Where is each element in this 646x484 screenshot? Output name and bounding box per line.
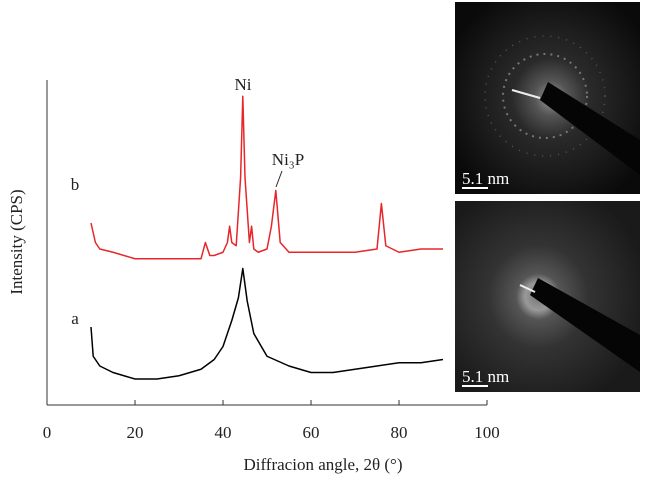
saed-image: 5.1 nm [455,2,640,194]
x-tick-label: 60 [303,423,320,442]
annotation: Ni₃P [272,150,304,169]
annotation: b [71,175,80,194]
x-tick-label: 100 [474,423,500,442]
series-line [90,267,444,380]
annotation: Ni [235,75,252,94]
series-line [90,95,443,260]
saed-image: 5.1 nm [455,201,640,392]
x-tick-label: 20 [127,423,144,442]
annotation: a [71,309,79,328]
x-axis-label: Diffracion angle, 2θ (°) [243,455,402,474]
scale-label: 5.1 nm [462,169,509,188]
x-tick-label: 80 [391,423,408,442]
y-axis-label: Intensity (CPS) [7,189,26,294]
x-tick-label: 40 [215,423,232,442]
x-tick-label: 0 [43,423,52,442]
annotation-leader [275,170,283,188]
scale-label: 5.1 nm [462,367,509,386]
